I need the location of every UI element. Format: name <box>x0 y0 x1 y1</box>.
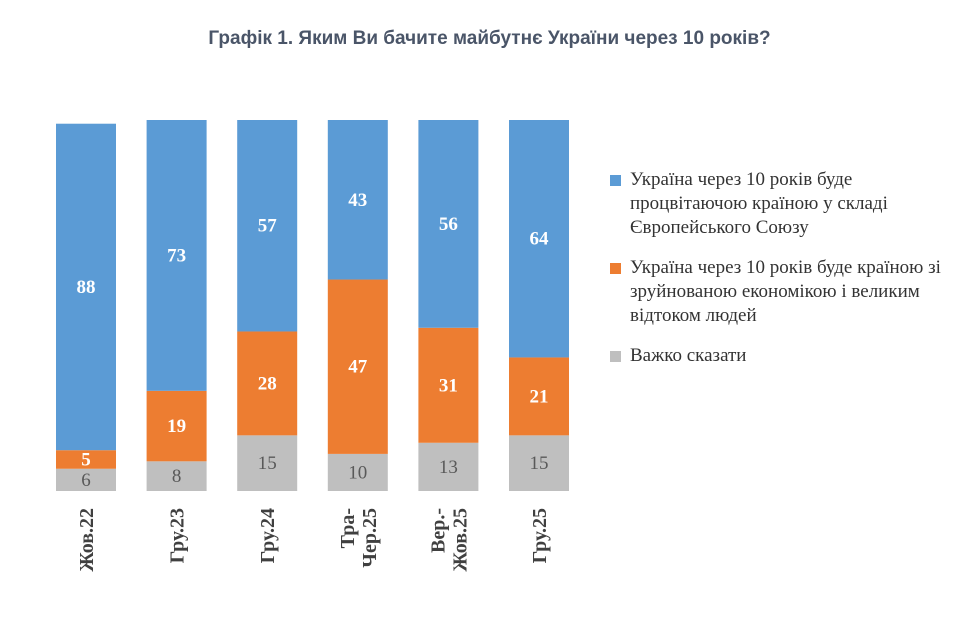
bar-ruined-4 <box>418 327 479 443</box>
data-label-hard-to-say-5: 15 <box>530 453 549 474</box>
bar-hard-to-say-3 <box>327 453 388 491</box>
data-label-eu-4: 56 <box>439 214 458 235</box>
bar-hard-to-say-4 <box>418 442 479 491</box>
data-label-hard-to-say-1: 8 <box>172 466 182 487</box>
bar-hard-to-say-1 <box>146 461 207 491</box>
bar-ruined-5 <box>509 357 569 436</box>
data-label-eu-1: 73 <box>167 245 186 266</box>
bar-hard-to-say-2 <box>237 435 298 491</box>
x-tick-label-2: Гру.24 <box>257 508 279 563</box>
data-label-ruined-4: 31 <box>439 375 458 396</box>
legend-label-ruined: Україна через 10 років буде країною зі з… <box>630 257 941 326</box>
data-label-hard-to-say-4: 13 <box>439 457 458 478</box>
chart-legend: Україна через 10 років буде процвітаючою… <box>610 168 950 384</box>
data-label-eu-3: 43 <box>348 190 367 211</box>
legend-swatch-ruined <box>610 263 621 274</box>
data-label-eu-2: 57 <box>258 216 278 237</box>
legend-item-hard-to-say: Важко сказати <box>610 344 950 368</box>
bar-ruined-2 <box>237 331 298 436</box>
legend-label-hard-to-say: Важко сказати <box>630 345 747 366</box>
legend-label-eu: Україна через 10 років буде процвітаючою… <box>630 169 888 238</box>
data-label-hard-to-say-0: 6 <box>81 470 91 491</box>
legend-swatch-hard-to-say <box>610 351 621 362</box>
data-label-ruined-3: 47 <box>348 357 368 378</box>
bar-ruined-3 <box>327 279 388 454</box>
chart-title: Графік 1. Яким Ви бачите майбутнє Україн… <box>208 28 771 49</box>
legend-item-ruined: Україна через 10 років буде країною зі з… <box>610 256 950 328</box>
legend-swatch-eu <box>610 175 621 186</box>
bar-hard-to-say-0 <box>56 468 116 491</box>
bar-hard-to-say-5 <box>509 435 569 491</box>
x-tick-label-0: Жов.22 <box>76 508 98 572</box>
x-tick-label-3: Тра-Чер.25 <box>337 508 381 568</box>
x-tick-label-5: Гру.25 <box>529 508 551 563</box>
data-label-eu-0: 88 <box>77 277 96 298</box>
data-label-ruined-2: 28 <box>258 373 277 394</box>
data-label-eu-5: 64 <box>530 229 550 250</box>
bar-eu-1 <box>146 120 207 391</box>
bar-eu-2 <box>237 120 298 332</box>
legend-item-eu: Україна через 10 років буде процвітаючою… <box>610 168 950 240</box>
bar-eu-5 <box>509 120 569 358</box>
data-label-ruined-0: 5 <box>81 449 91 470</box>
data-label-hard-to-say-2: 15 <box>258 453 277 474</box>
bar-eu-0 <box>56 123 116 451</box>
data-label-ruined-5: 21 <box>530 386 549 407</box>
bar-ruined-0 <box>56 450 116 469</box>
x-tick-label-1: Гру.23 <box>167 508 189 563</box>
data-label-hard-to-say-3: 10 <box>348 462 367 483</box>
x-tick-label-4: Вер.-Жов.25 <box>427 508 471 572</box>
bar-ruined-1 <box>146 390 207 462</box>
data-label-ruined-1: 19 <box>167 416 186 437</box>
bar-eu-4 <box>418 120 479 328</box>
bar-eu-3 <box>327 120 388 280</box>
